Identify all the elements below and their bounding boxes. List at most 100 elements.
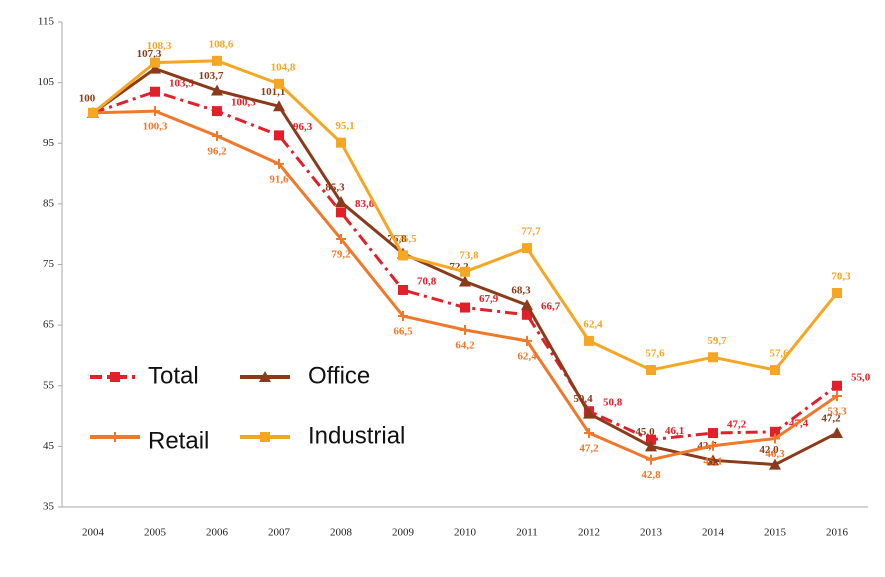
value-label: 46,1 [665,425,684,437]
x-tick-label: 2008 [330,527,353,539]
value-label: 42,0 [759,444,779,456]
y-tick-label: 65 [43,319,55,331]
point [522,309,532,320]
x-tick-label: 2012 [578,527,600,539]
point [769,458,781,470]
value-label: 104,8 [271,61,296,73]
point [150,57,160,68]
point [459,275,471,287]
point [335,196,347,208]
point [583,407,595,419]
legend-marker [110,432,120,442]
value-label: 46,3 [765,448,785,460]
point [398,250,408,261]
point [212,106,222,117]
point [522,243,532,254]
y-tick-label: 115 [38,16,55,28]
point [211,84,223,96]
x-tick-label: 2016 [826,527,849,539]
value-label: 91,6 [269,173,289,185]
point [646,454,656,465]
point [398,311,408,322]
value-label: 70,3 [831,271,851,283]
legend-marker [110,372,120,382]
value-label: 47,2 [579,443,599,455]
value-label: 83,6 [355,198,375,210]
value-label: 45,1 [703,455,722,467]
legend-marker [259,371,271,382]
point [336,207,346,218]
value-label: 107,3 [137,48,162,60]
point [274,130,284,141]
point [336,234,346,245]
value-label: 50,4 [573,393,593,405]
x-tick-label: 2009 [392,527,415,539]
legend-label: Total [148,362,199,389]
y-tick-label: 75 [43,258,55,270]
point [150,86,160,97]
y-tick-label: 85 [43,197,55,209]
point [646,434,656,445]
value-label: 79,2 [331,249,351,261]
value-label: 62,4 [517,350,537,362]
value-label: 100,3 [143,121,168,133]
point [708,428,718,439]
value-label: 85,3 [325,182,345,194]
value-label: 73,8 [459,249,479,261]
point [274,158,284,169]
value-label: 100 [79,92,96,104]
x-tick-label: 2005 [144,527,167,539]
legend-label: Office [308,362,370,389]
value-label: 59,7 [707,335,727,347]
point [398,284,408,295]
point [832,287,842,298]
value-label: 70,8 [417,275,437,287]
value-label: 68,3 [511,285,531,297]
point [212,130,222,141]
point [150,106,160,117]
x-tick-label: 2014 [702,527,725,539]
value-label: 77,7 [521,226,541,238]
point [274,78,284,89]
point [645,440,657,452]
x-tick-label: 2004 [82,527,105,539]
value-label: 47,2 [821,413,841,425]
value-label: 47,2 [727,419,747,431]
point [707,454,719,466]
point [522,335,532,346]
value-label: 57,6 [645,348,665,360]
point [770,364,780,375]
point [832,391,842,402]
point [521,299,533,311]
value-label: 53,3 [827,406,847,418]
value-label: 66,5 [393,326,413,338]
x-tick-label: 2011 [516,527,538,539]
value-label: 96,2 [207,146,227,158]
y-tick-label: 105 [38,76,55,88]
value-label: 95,1 [335,120,354,132]
point [460,324,470,335]
x-tick-label: 2010 [454,527,477,539]
point [460,266,470,277]
point [460,302,470,313]
value-label: 108,3 [147,40,172,52]
value-label: 50,8 [603,397,623,409]
point [831,427,843,439]
value-label: 42,8 [641,469,661,481]
y-tick-label: 55 [43,379,55,391]
value-label: 64,2 [455,340,475,352]
value-label: 67,9 [479,293,499,305]
value-label: 55,0 [851,371,871,383]
x-tick-label: 2015 [764,527,787,539]
value-label: 66,7 [541,300,561,312]
point [832,380,842,391]
value-label: 108,6 [209,38,234,50]
point [584,428,594,439]
point [212,55,222,66]
value-label: 103,7 [199,70,224,82]
y-tick-label: 45 [43,440,55,452]
value-label: 45,0 [635,426,655,438]
point [584,335,594,346]
value-label: 76,5 [397,233,417,245]
